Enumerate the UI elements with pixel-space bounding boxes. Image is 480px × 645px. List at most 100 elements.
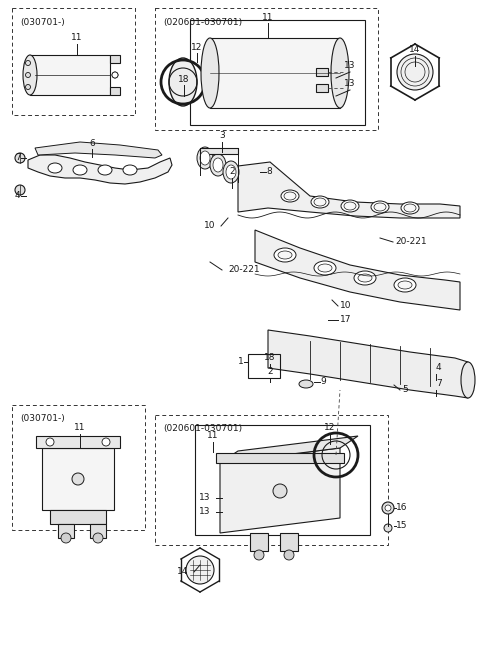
Polygon shape <box>28 155 172 184</box>
Text: (020601-030701): (020601-030701) <box>163 424 242 433</box>
Text: 7: 7 <box>436 379 442 388</box>
Ellipse shape <box>331 38 349 108</box>
Text: 6: 6 <box>89 139 95 148</box>
Bar <box>280 533 298 551</box>
Text: (030701-): (030701-) <box>20 18 65 27</box>
Ellipse shape <box>201 38 219 108</box>
Circle shape <box>15 185 25 195</box>
Text: 13: 13 <box>199 493 210 502</box>
Circle shape <box>93 533 103 543</box>
Ellipse shape <box>394 278 416 292</box>
Text: 16: 16 <box>396 504 408 513</box>
Circle shape <box>72 473 84 485</box>
Text: 8: 8 <box>266 168 272 177</box>
Text: 20-221: 20-221 <box>228 266 260 275</box>
Polygon shape <box>268 330 468 398</box>
Ellipse shape <box>358 274 372 282</box>
Bar <box>316 68 328 76</box>
Polygon shape <box>255 230 460 310</box>
Text: 9: 9 <box>320 377 326 386</box>
Bar <box>316 84 328 92</box>
Ellipse shape <box>123 165 137 175</box>
Bar <box>155 415 388 545</box>
Polygon shape <box>238 162 460 218</box>
Ellipse shape <box>274 248 296 262</box>
Bar <box>155 8 378 130</box>
Bar <box>110 55 120 63</box>
Circle shape <box>112 72 118 78</box>
Ellipse shape <box>401 202 419 214</box>
Circle shape <box>25 84 31 90</box>
Ellipse shape <box>344 202 356 210</box>
Ellipse shape <box>318 264 332 272</box>
Ellipse shape <box>278 251 292 259</box>
Ellipse shape <box>354 271 376 285</box>
Bar <box>36 436 120 448</box>
Ellipse shape <box>197 147 213 169</box>
Text: 13: 13 <box>344 79 356 88</box>
Text: (020601-030701): (020601-030701) <box>163 18 242 27</box>
Text: 18: 18 <box>264 353 276 362</box>
Circle shape <box>385 505 391 511</box>
Ellipse shape <box>213 158 223 172</box>
Text: 2: 2 <box>267 368 273 377</box>
Bar <box>195 425 370 535</box>
Text: 11: 11 <box>71 34 83 43</box>
Text: 12: 12 <box>324 424 336 433</box>
Bar <box>190 20 365 125</box>
Ellipse shape <box>223 161 239 183</box>
Bar <box>12 405 145 530</box>
Bar <box>90 524 106 538</box>
Circle shape <box>186 556 214 584</box>
Bar <box>248 354 280 378</box>
Text: 1: 1 <box>238 357 244 366</box>
Text: 14: 14 <box>409 46 420 54</box>
Ellipse shape <box>398 281 412 289</box>
Text: 14: 14 <box>177 568 188 577</box>
Text: 7: 7 <box>15 154 21 163</box>
Ellipse shape <box>314 261 336 275</box>
Text: (030701-): (030701-) <box>20 414 65 423</box>
Ellipse shape <box>374 203 386 211</box>
Bar <box>12 8 135 115</box>
Text: 3: 3 <box>219 132 225 141</box>
Circle shape <box>46 438 54 446</box>
Text: 20-221: 20-221 <box>395 237 427 246</box>
Text: 5: 5 <box>402 386 408 395</box>
Bar <box>58 524 74 538</box>
Ellipse shape <box>98 165 112 175</box>
Text: 15: 15 <box>396 522 408 530</box>
Ellipse shape <box>169 58 197 106</box>
Circle shape <box>15 153 25 163</box>
Text: 10: 10 <box>204 221 215 230</box>
Circle shape <box>384 524 392 532</box>
Bar <box>200 148 238 154</box>
Bar <box>250 533 268 551</box>
Ellipse shape <box>23 55 37 95</box>
Text: 4: 4 <box>15 192 21 201</box>
Text: 18: 18 <box>178 75 190 83</box>
Ellipse shape <box>299 380 313 388</box>
Text: 13: 13 <box>344 61 356 70</box>
Text: 11: 11 <box>262 12 274 21</box>
Text: 17: 17 <box>340 315 351 324</box>
Bar <box>110 87 120 95</box>
Text: 13: 13 <box>199 508 210 517</box>
Text: 10: 10 <box>340 301 351 310</box>
Bar <box>216 453 344 463</box>
Circle shape <box>284 550 294 560</box>
Bar <box>210 38 340 108</box>
Ellipse shape <box>311 196 329 208</box>
Ellipse shape <box>281 190 299 202</box>
Text: 11: 11 <box>74 424 86 433</box>
Ellipse shape <box>404 204 416 212</box>
Ellipse shape <box>314 198 326 206</box>
Ellipse shape <box>371 201 389 213</box>
Text: 12: 12 <box>192 43 203 52</box>
Bar <box>30 55 110 95</box>
Ellipse shape <box>210 154 226 176</box>
Ellipse shape <box>200 151 210 165</box>
Circle shape <box>254 550 264 560</box>
Text: 11: 11 <box>207 432 219 441</box>
Circle shape <box>25 72 31 77</box>
